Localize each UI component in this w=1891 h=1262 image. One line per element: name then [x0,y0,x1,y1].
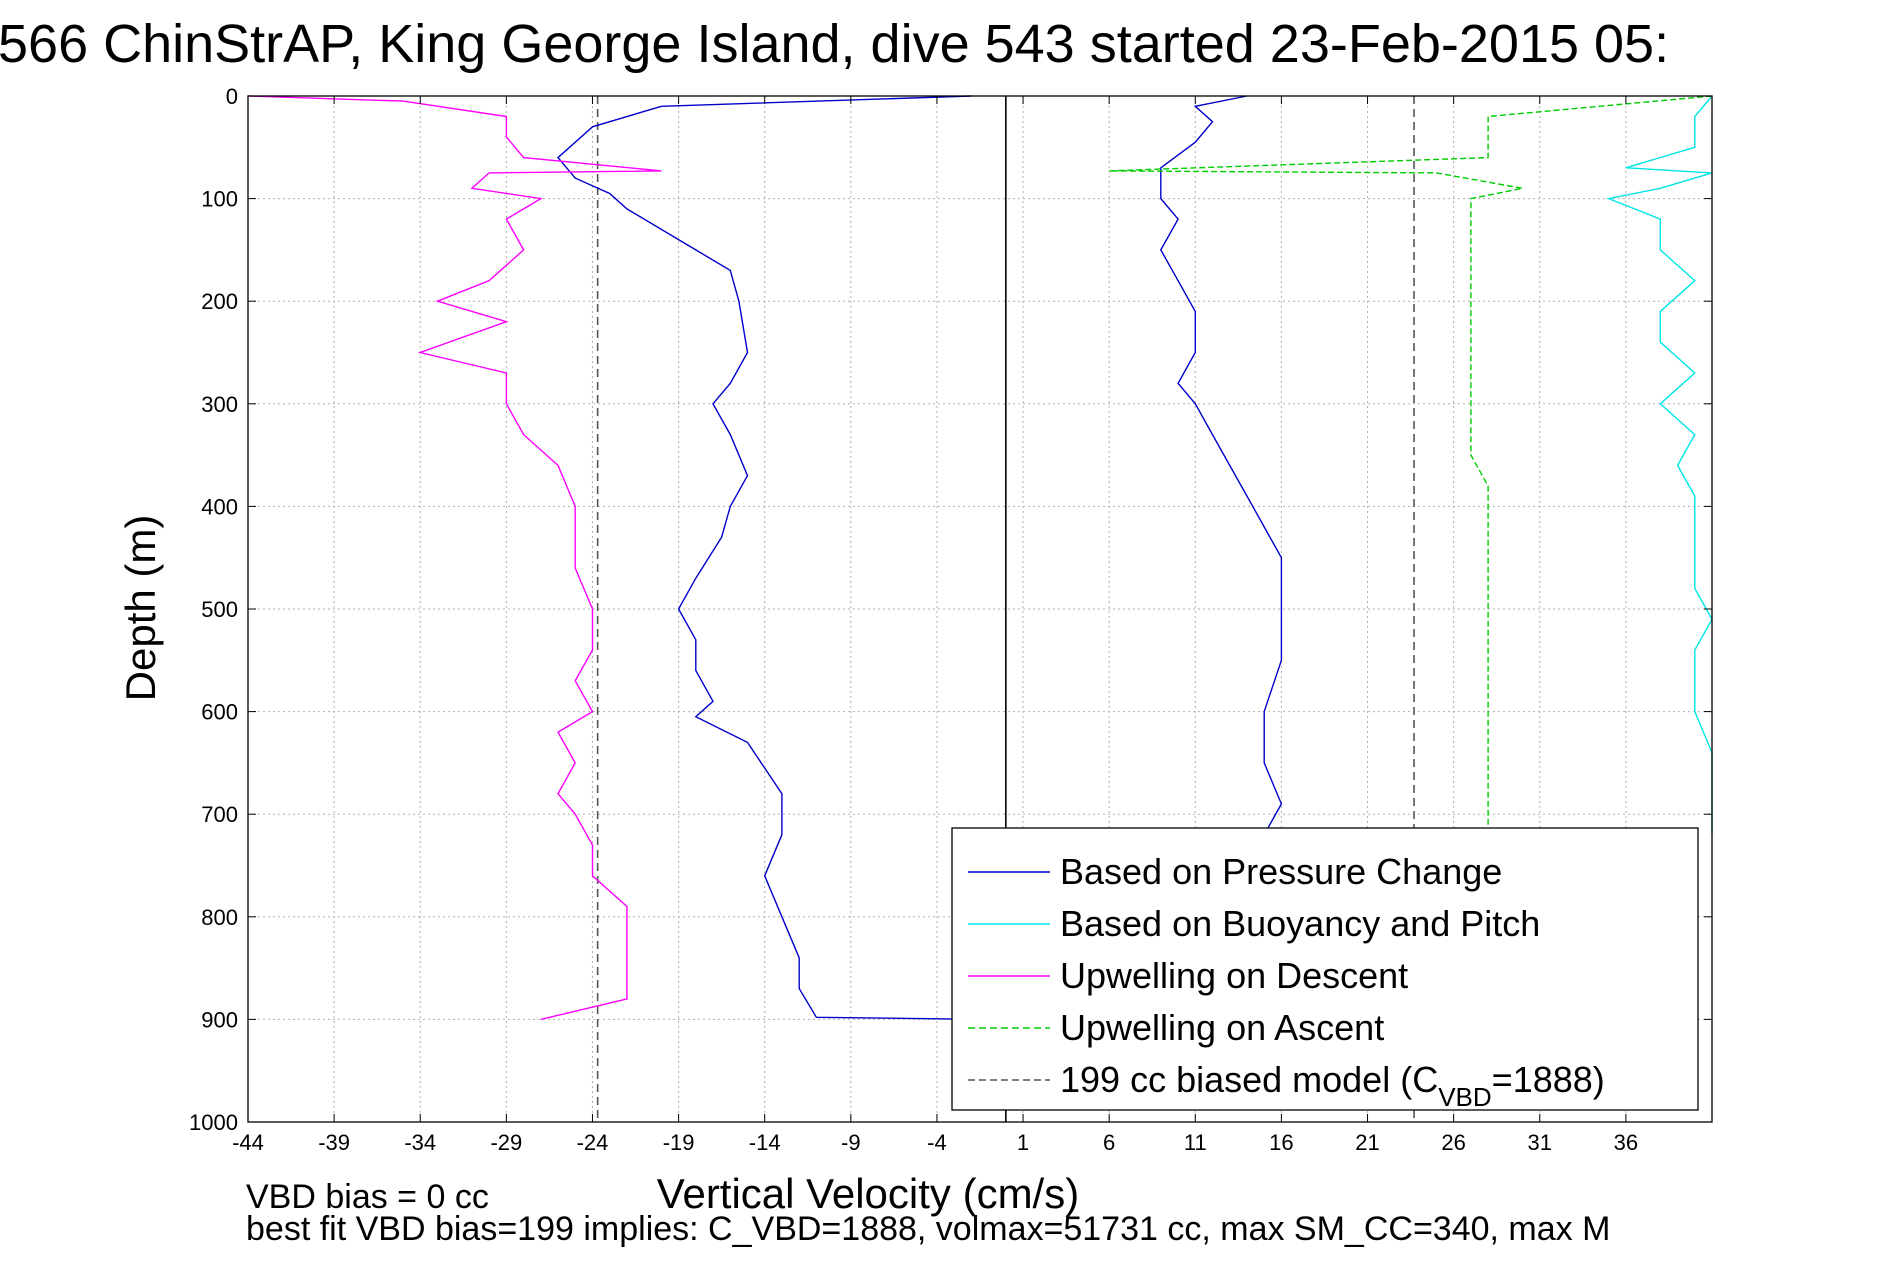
y-tick-label: 300 [201,392,238,417]
best-fit-note: best fit VBD bias=199 implies: C_VBD=188… [246,1210,1610,1248]
y-tick-label: 0 [226,84,238,109]
x-tick-label: -19 [663,1130,695,1155]
x-tick-label: -29 [490,1130,522,1155]
series-line-2 [1159,95,1283,836]
x-tick-label: 21 [1355,1130,1379,1155]
chart-title: 566 ChinStrAP, King George Island, dive … [0,14,1669,74]
legend-label: Based on Buoyancy and Pitch [1060,903,1540,944]
y-tick-label: 200 [201,289,238,314]
y-tick-label: 600 [201,700,238,725]
legend-subscript: VBD [1438,1082,1491,1112]
series-line-5 [1109,95,1713,835]
x-tick-label: 26 [1441,1130,1465,1155]
x-tick-label: 1 [1017,1130,1029,1155]
x-tick-label: -24 [577,1130,609,1155]
y-tick-label: 100 [201,187,238,212]
y-tick-label: 500 [201,597,238,622]
y-axis-label: Depth (m) [117,515,164,702]
legend-label: Upwelling on Descent [1060,955,1408,996]
series-line-1 [557,95,989,1021]
y-tick-label: 400 [201,494,238,519]
x-tick-label: -39 [318,1130,350,1155]
x-tick-label: -44 [232,1130,264,1155]
y-tick-label: 1000 [189,1110,238,1135]
vbd-bias-note: VBD bias = 0 cc [246,1178,489,1216]
y-tick-label: 800 [201,905,238,930]
x-tick-label: -4 [927,1130,947,1155]
y-tick-label: 900 [201,1007,238,1032]
legend-suffix: =1888) [1492,1059,1605,1100]
x-tick-label: 11 [1184,1130,1207,1155]
x-tick-label: 31 [1528,1130,1552,1155]
x-tick-label: 16 [1269,1130,1293,1155]
x-tick-label: -9 [841,1130,861,1155]
x-tick-label: -34 [404,1130,436,1155]
series-line-4 [247,95,662,1021]
y-tick-label: 700 [201,802,238,827]
plot-area: -44 -39 -34 -29 -24 -19 -14 -9 -4 1 6 11 16 21 26 31 360… [189,84,1713,1155]
series-line-3 [1606,95,1713,835]
x-tick-label: 6 [1103,1130,1115,1155]
x-tick-label: -14 [749,1130,781,1155]
x-axis-label: Vertical Velocity (cm/s) [657,1170,1079,1217]
legend-box [951,827,1699,1111]
legend-label: Upwelling on Ascent [1060,1007,1384,1048]
legend-label: Based on Pressure Change [1060,851,1502,892]
x-tick-label: 36 [1614,1130,1638,1155]
